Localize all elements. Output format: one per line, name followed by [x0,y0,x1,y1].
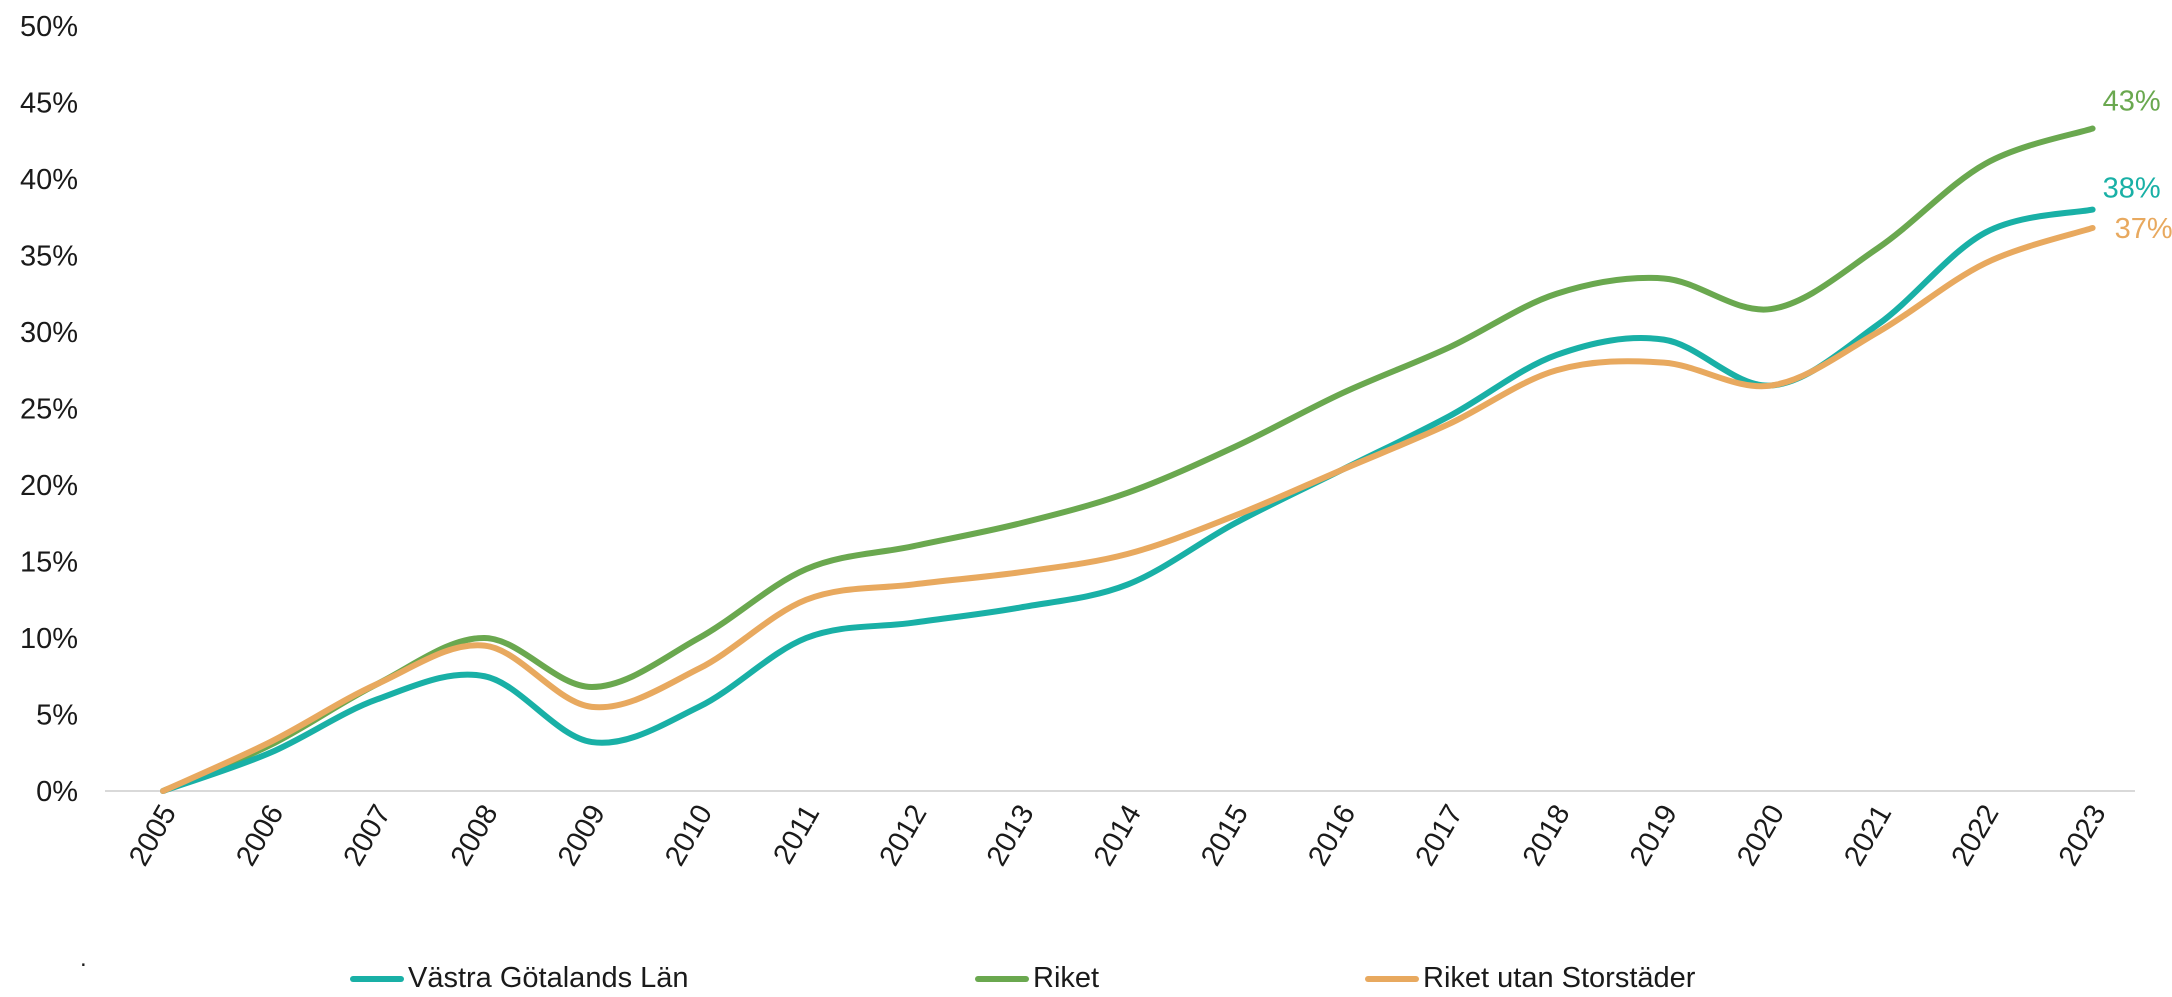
x-tick-label: 2012 [873,800,933,872]
x-tick-label: 2019 [1624,800,1684,872]
y-tick-label: 40% [20,164,78,196]
legend-swatch-riket-utan-storstader [1365,975,1419,982]
x-tick-label: 2009 [552,800,612,872]
x-tick-label: 2015 [1195,800,1255,872]
legend-swatch-riket [975,975,1029,982]
x-tick-label: 2011 [767,800,826,870]
y-tick-label: 20% [20,470,78,502]
x-tick-label: 2018 [1517,800,1577,872]
y-tick-label: 25% [20,394,78,426]
end-labels: 38% 43% 37% [2103,86,2172,245]
x-tick-label: 2017 [1409,800,1469,872]
legend-label-vastra-gotaland: Västra Götalands Län [408,962,689,994]
footnote: . [80,945,87,972]
legend-swatch-vastra-gotaland [350,975,404,982]
y-axis-tick-labels: 0% 5% 10% 15% 20% 25% 30% 35% 40% 45% 50% [20,11,78,808]
legend-label-riket: Riket [1033,962,1100,994]
end-label-riket-utan-storstader: 37% [2115,213,2172,245]
end-label-riket: 43% [2103,86,2161,118]
x-tick-label: 2007 [337,800,397,872]
x-tick-label: 2021 [1838,800,1898,872]
y-tick-label: 10% [20,623,78,655]
x-tick-label: 2005 [123,800,183,872]
x-axis-tick-labels: 2005 2006 2007 2008 2009 2010 2011 2012 2013 2014… [123,799,2113,871]
legend-item-riket: Riket [975,960,1099,997]
legend-item-vastra-gotaland: Västra Götalands Län [350,960,689,997]
legend: Västra Götalands Län Riket Riket utan St… [0,960,2172,997]
y-tick-label: 15% [20,547,78,579]
series-lines [160,125,2096,794]
y-tick-label: 0% [36,776,78,808]
legend-label-riket-utan-storstader: Riket utan Storstäder [1423,962,1696,994]
y-tick-label: 30% [20,317,78,349]
y-tick-label: 5% [36,700,78,732]
y-tick-label: 35% [20,241,78,273]
end-label-vastra-gotaland: 38% [2103,173,2161,205]
x-tick-label: 2023 [2053,800,2113,872]
x-tick-label: 2010 [659,800,719,872]
y-tick-label: 50% [20,11,78,43]
y-tick-label: 45% [20,88,78,120]
series-line-riket-utan-storstader [160,224,2096,794]
legend-item-riket-utan-storstader: Riket utan Storstäder [1365,960,1695,997]
x-tick-label: 2020 [1731,800,1791,872]
x-tick-label: 2006 [230,800,290,872]
x-tick-label: 2013 [981,800,1041,872]
series-line-riket [160,125,2096,794]
x-tick-label: 2008 [445,800,505,872]
x-tick-label: 2022 [1945,799,2005,871]
x-tick-label: 2014 [1088,800,1148,872]
x-tick-label: 2016 [1302,800,1362,872]
